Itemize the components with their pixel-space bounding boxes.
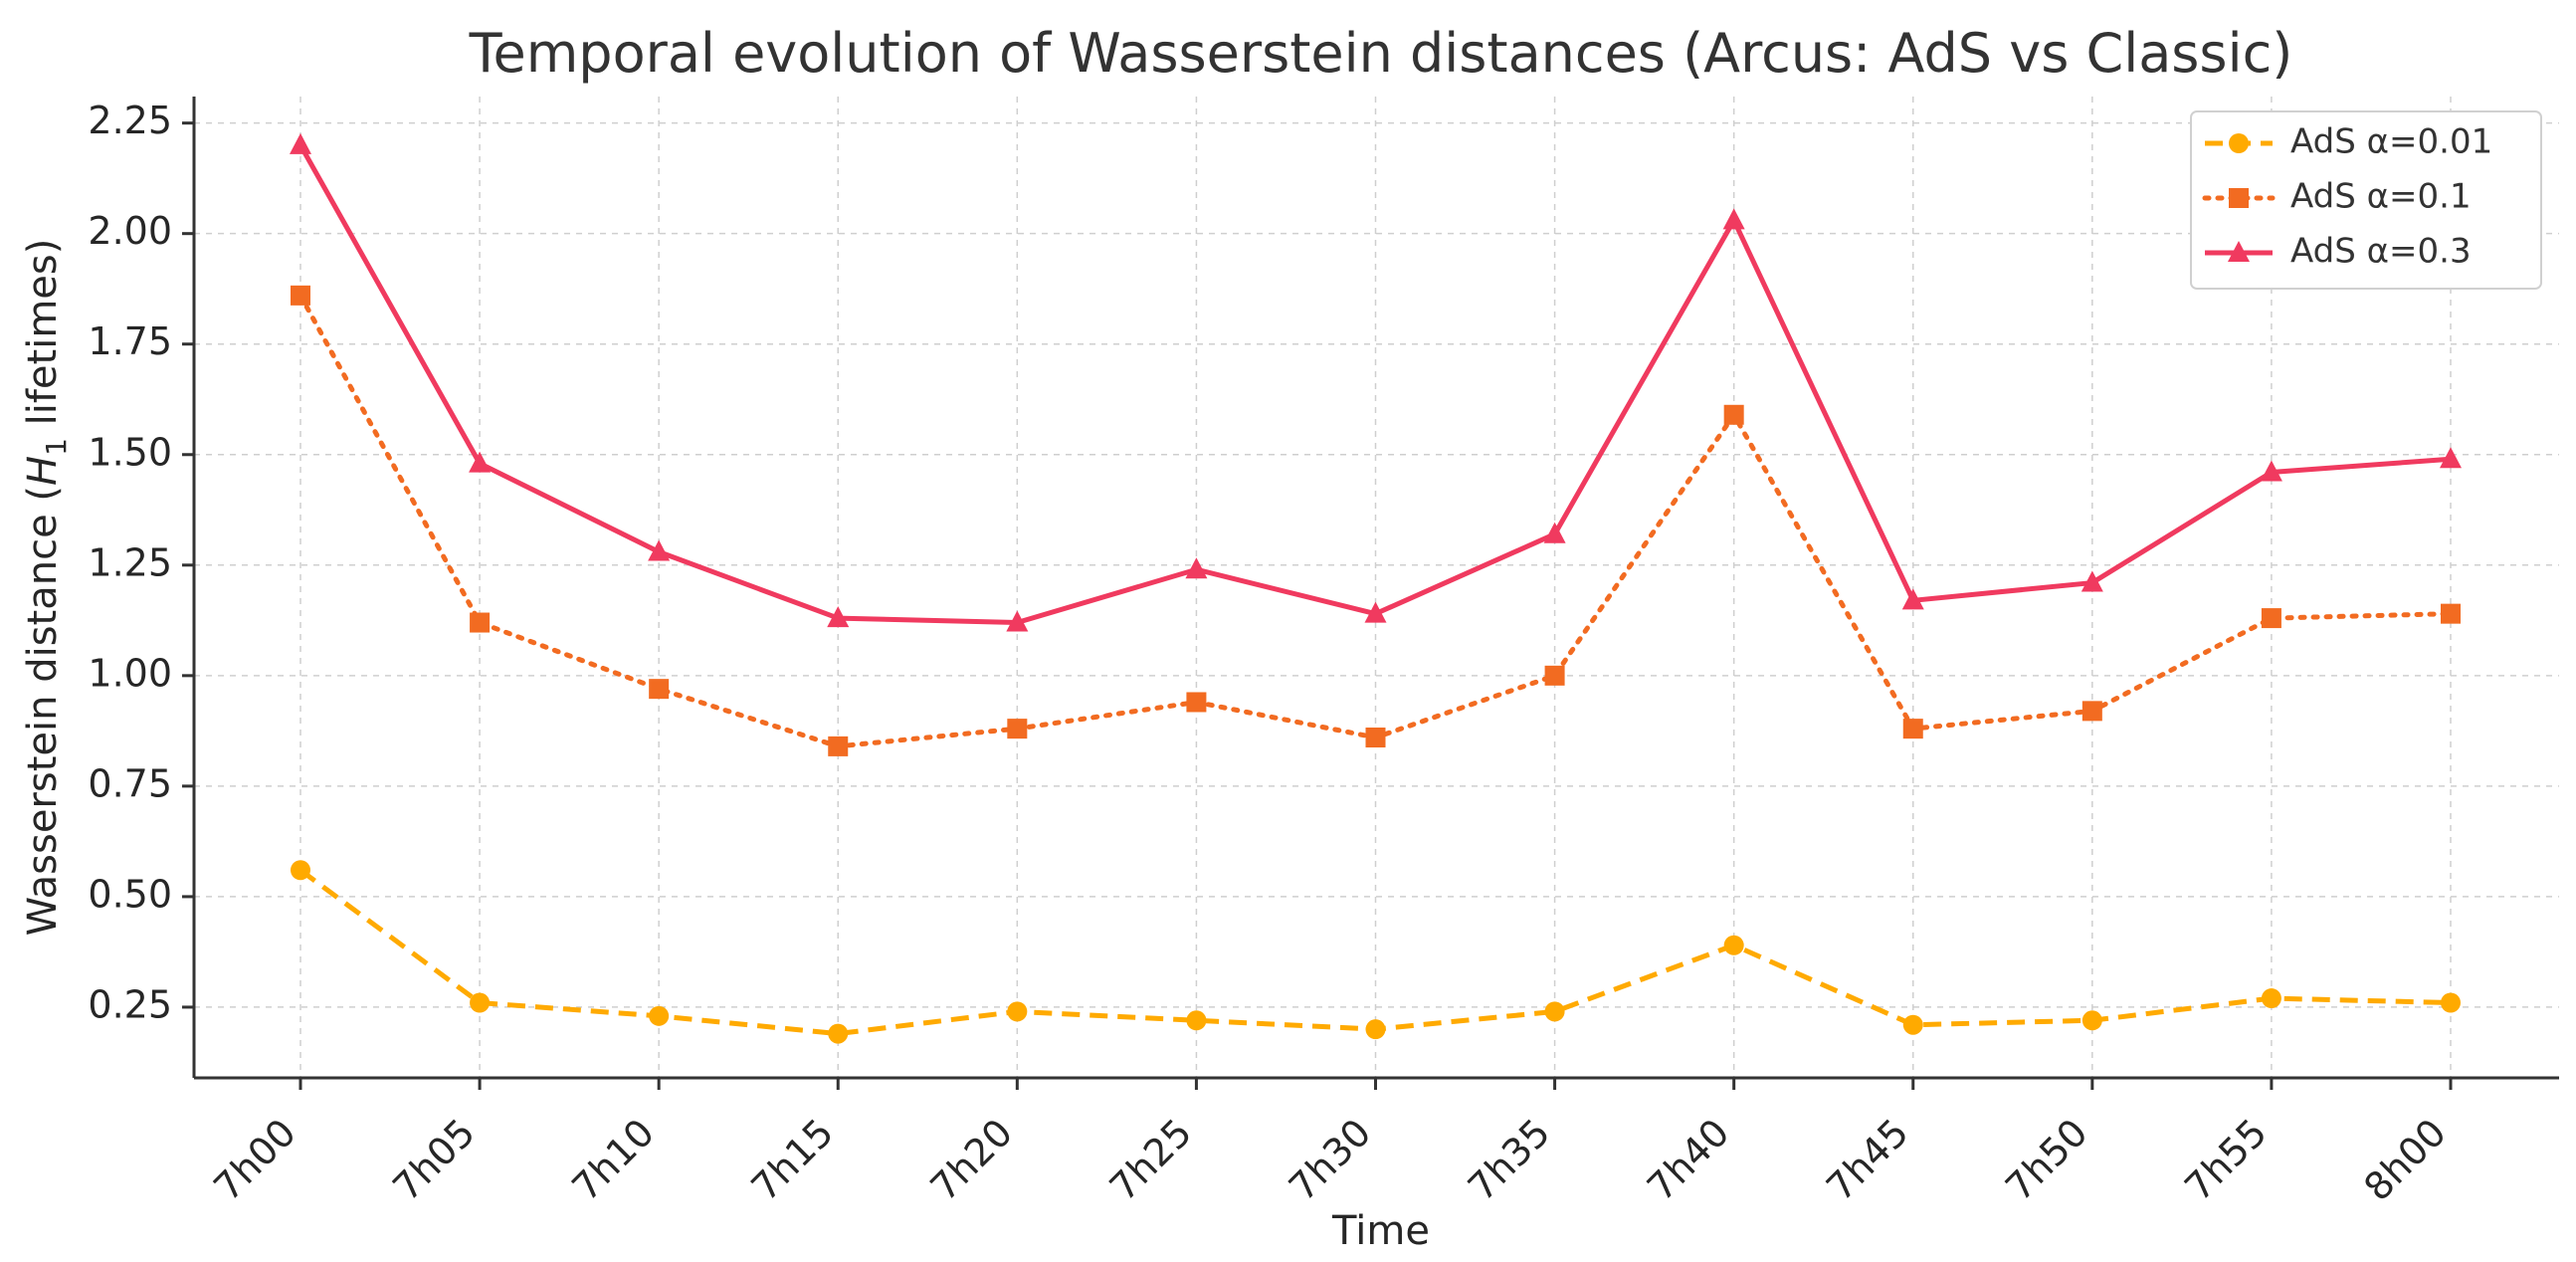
y-axis-title-prefix: Wasserstein distance (: [20, 486, 66, 936]
data-point: [2260, 460, 2282, 482]
x-tick-label: 7h30: [1281, 1111, 1379, 1209]
legend-marker: [2229, 188, 2249, 208]
data-point: [1007, 719, 1028, 739]
data-point: [1901, 588, 1924, 610]
x-tick-label: 7h55: [2176, 1111, 2275, 1209]
data-point: [1723, 935, 1744, 955]
data-point: [1722, 208, 1745, 230]
data-point: [1007, 1001, 1028, 1022]
x-tick-label: 7h05: [384, 1111, 483, 1209]
data-point: [649, 1005, 670, 1026]
x-tick-label: 7h25: [1101, 1111, 1200, 1209]
data-point: [2081, 570, 2103, 592]
data-point: [1186, 692, 1207, 713]
x-tick-label: 7h45: [1818, 1111, 1916, 1209]
data-point: [828, 736, 849, 756]
data-point: [470, 612, 491, 633]
data-point: [1544, 665, 1565, 686]
data-point: [291, 285, 310, 306]
x-tick-label: 7h20: [922, 1111, 1021, 1209]
data-point: [2440, 447, 2462, 469]
data-point: [1364, 601, 1387, 623]
series-group: [291, 285, 2461, 756]
data-point: [2441, 992, 2461, 1013]
data-point: [827, 606, 850, 628]
data-point: [1543, 522, 1566, 543]
data-point: [1544, 1001, 1565, 1022]
series-group: [291, 860, 2461, 1044]
data-point: [1185, 557, 1208, 579]
series-group: [290, 132, 2462, 632]
data-point: [470, 992, 491, 1013]
data-point: [649, 679, 670, 700]
y-axis-title: Wasserstein distance (H1 lifetimes): [20, 239, 73, 937]
y-tick-label: 1.25: [88, 540, 172, 584]
y-tick-label: 2.25: [88, 99, 172, 142]
data-point: [2081, 701, 2102, 722]
data-point: [828, 1023, 849, 1044]
legend-marker: [2228, 241, 2250, 262]
x-tick-label: 7h40: [1639, 1111, 1737, 1209]
y-tick-label: 1.50: [88, 430, 172, 474]
data-point: [291, 860, 310, 881]
data-point: [1186, 1010, 1207, 1031]
y-tick-label: 0.25: [88, 982, 172, 1026]
data-point: [648, 539, 671, 561]
data-point: [290, 132, 311, 154]
data-point: [1902, 1014, 1923, 1035]
data-point: [1365, 728, 1386, 748]
data-point: [1723, 404, 1744, 425]
legend-label: AdS α=0.1: [2290, 177, 2472, 217]
y-tick-label: 0.50: [88, 872, 172, 916]
series-layer: [290, 132, 2462, 1044]
y-tick-label: 1.75: [88, 319, 172, 363]
data-point: [2261, 608, 2281, 629]
x-tick-label: 7h15: [743, 1111, 842, 1209]
y-tick-label: 0.75: [88, 761, 172, 805]
chart-title: Temporal evolution of Wasserstein distan…: [469, 22, 2293, 85]
data-point: [469, 451, 492, 473]
y-axis-title-math: H: [20, 456, 66, 486]
legend-item: AdS α=0.1: [2202, 177, 2472, 217]
y-axis-title-suffix: lifetimes): [20, 239, 66, 438]
data-point: [1006, 610, 1029, 632]
x-tick-label: 7h10: [564, 1111, 663, 1209]
legend-label: AdS α=0.3: [2290, 232, 2472, 272]
data-point: [1365, 1019, 1386, 1040]
y-tick-label: 2.00: [88, 209, 172, 253]
legend-item: AdS α=0.3: [2205, 232, 2472, 272]
ticks-layer: 7h00 7h05 7h10 7h15 7h20 7h25 7h30 7h35 7h40 7h45…: [88, 99, 2454, 1209]
legend-item: AdS α=0.01: [2205, 122, 2492, 162]
legend-box: [2190, 110, 2542, 290]
data-point: [2261, 988, 2281, 1009]
legend-marker: [2229, 133, 2249, 153]
y-tick-label: 1.00: [88, 651, 172, 695]
legend: AdS α=0.01 AdS α=0.1 AdS α=0.3: [2190, 110, 2542, 290]
x-tick-label: 7h35: [1460, 1111, 1558, 1209]
x-tick-label: 8h00: [2355, 1111, 2454, 1209]
legend-label: AdS α=0.01: [2290, 122, 2492, 162]
x-axis-title: Time: [1331, 1208, 1430, 1254]
data-point: [2441, 603, 2461, 624]
data-point: [2081, 1010, 2102, 1031]
x-tick-label: 7h00: [205, 1111, 303, 1209]
data-point: [1902, 719, 1923, 739]
y-axis-title-subscript: 1: [40, 438, 73, 456]
x-tick-label: 7h50: [1997, 1111, 2095, 1209]
